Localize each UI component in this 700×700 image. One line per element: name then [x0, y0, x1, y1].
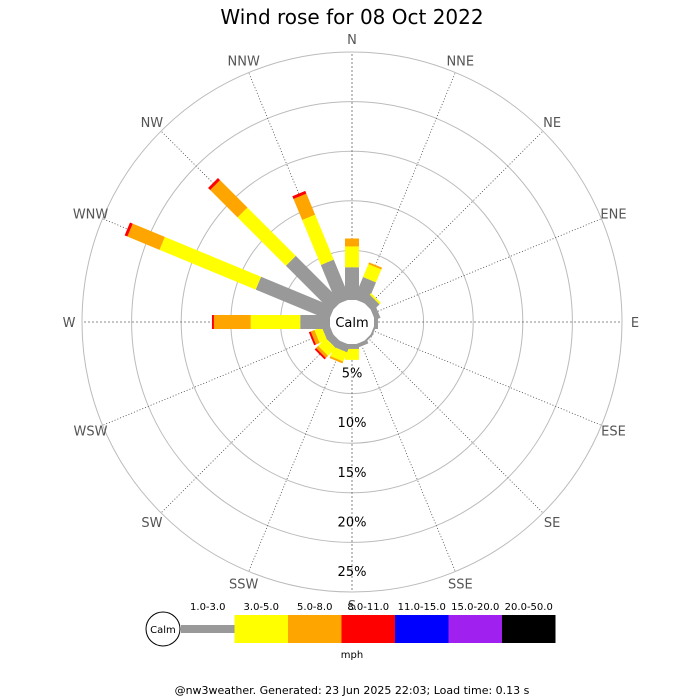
- grid-ring: [131, 101, 573, 543]
- footer-text: @nw3weather. Generated: 23 Jun 2025 22:0…: [175, 684, 530, 697]
- petal-segment: [345, 246, 359, 268]
- petal-w: [211, 315, 330, 329]
- petal-segment: [159, 236, 262, 290]
- legend-bin-label: 11.0-15.0: [398, 602, 446, 613]
- petal-segment: [302, 214, 334, 265]
- legend-swatch: [234, 615, 288, 643]
- petal-segment: [345, 238, 359, 247]
- petal-segment: [314, 348, 326, 360]
- petal-wnw: [124, 222, 335, 321]
- petal-segment: [345, 348, 359, 360]
- grid-ring: [81, 51, 623, 593]
- legend-bin-label: 20.0-50.0: [505, 602, 553, 613]
- calm-circle: [330, 300, 374, 344]
- petal-segment: [318, 338, 336, 356]
- petal-segment: [250, 315, 301, 329]
- legend-swatch: [288, 615, 342, 643]
- petal-nne: [353, 262, 383, 305]
- petal-segment: [368, 262, 383, 270]
- direction-label: E: [631, 316, 639, 331]
- direction-label: N: [347, 33, 357, 48]
- grid-spoke: [367, 337, 544, 514]
- wind-petals: [124, 178, 383, 364]
- petal-segment: [124, 222, 133, 237]
- petal-segment: [293, 193, 316, 221]
- legend-swatch: [448, 615, 502, 643]
- grid-spoke: [360, 342, 456, 572]
- legend-unit-label: mph: [341, 650, 363, 661]
- direction-labels: N NNE NE ENE E ESE SE SSE S SSW SW WSW W WNW NW NNW: [63, 33, 640, 614]
- ring-label: 10%: [338, 416, 367, 431]
- grid-spoke: [248, 72, 344, 302]
- petal-segment: [314, 326, 328, 343]
- petal-segment: [213, 315, 251, 329]
- grid-spoke: [160, 337, 337, 514]
- petal-segment: [255, 276, 335, 321]
- chart-title: Wind rose for 08 Oct 2022: [220, 5, 483, 29]
- calm-label: Calm: [335, 316, 368, 331]
- petal-segment: [363, 264, 382, 283]
- petal-segment: [345, 267, 359, 300]
- ring-label: 5%: [342, 367, 363, 382]
- petal-segment: [308, 331, 317, 346]
- petal-segment: [316, 345, 329, 358]
- petal-segment: [285, 255, 342, 312]
- petal-nw: [208, 178, 342, 312]
- petal-segment: [237, 207, 296, 266]
- legend-bin-label: 8.0-11.0: [347, 602, 389, 613]
- direction-label: NW: [141, 116, 164, 131]
- petal-segment: [292, 190, 307, 199]
- legend-swatch: [181, 625, 235, 633]
- direction-label: WSW: [74, 424, 108, 439]
- direction-label: S: [348, 599, 356, 614]
- direction-label: NNW: [228, 55, 260, 70]
- petal-segment: [127, 223, 165, 250]
- petal-segment: [211, 315, 214, 329]
- direction-label: ESE: [601, 424, 626, 439]
- petal-nnw: [292, 190, 351, 305]
- grid-spoke: [360, 72, 456, 302]
- petal-segment: [300, 315, 330, 329]
- grid-spoke: [102, 330, 332, 426]
- ring-label: 25%: [338, 565, 367, 580]
- legend-swatch: [341, 615, 395, 643]
- grid-spoke: [248, 342, 344, 572]
- grid-spoke: [372, 330, 602, 426]
- legend-calm-circle: [145, 611, 181, 647]
- ring-labels: 5% 10% 15% 20% 25%: [338, 367, 367, 580]
- direction-label: NNE: [446, 55, 474, 70]
- legend-swatch: [395, 615, 449, 643]
- direction-label: SSE: [448, 577, 473, 592]
- grid-spoke: [372, 218, 602, 314]
- legend-bin-label: 15.0-20.0: [451, 602, 499, 613]
- petal-segment: [208, 178, 221, 191]
- grid-spoke: [367, 130, 544, 307]
- petal-n: [345, 238, 359, 300]
- direction-label: WNW: [73, 208, 109, 223]
- direction-label: ENE: [600, 208, 626, 223]
- direction-label: NE: [543, 116, 561, 131]
- legend-bin-label: 3.0-5.0: [244, 602, 279, 613]
- direction-label: SE: [544, 516, 560, 531]
- petal-segment: [345, 344, 359, 349]
- direction-label: SW: [141, 516, 162, 531]
- petal-segment: [310, 330, 320, 345]
- petal-segment: [353, 277, 376, 305]
- petal-segment: [320, 259, 351, 305]
- petal-segment: [329, 356, 344, 364]
- legend-bin-label: 5.0-8.0: [297, 602, 332, 613]
- direction-label: SSW: [229, 577, 259, 592]
- legend-bin-label: 1.0-3.0: [190, 602, 225, 613]
- ring-label: 20%: [338, 515, 367, 530]
- petal-segment: [210, 180, 248, 218]
- legend-calm-label: Calm: [150, 625, 176, 636]
- direction-label: W: [63, 316, 76, 331]
- petal-s: [345, 344, 359, 360]
- speed-legend: Calm 1.0-3.0 3.0-5.0 5.0-8.0 8.0-11.0 11.0-1…: [145, 602, 556, 661]
- ring-label: 15%: [338, 466, 367, 481]
- petal-segment: [369, 293, 381, 305]
- petal-segment: [330, 346, 348, 362]
- legend-swatch: [502, 615, 556, 643]
